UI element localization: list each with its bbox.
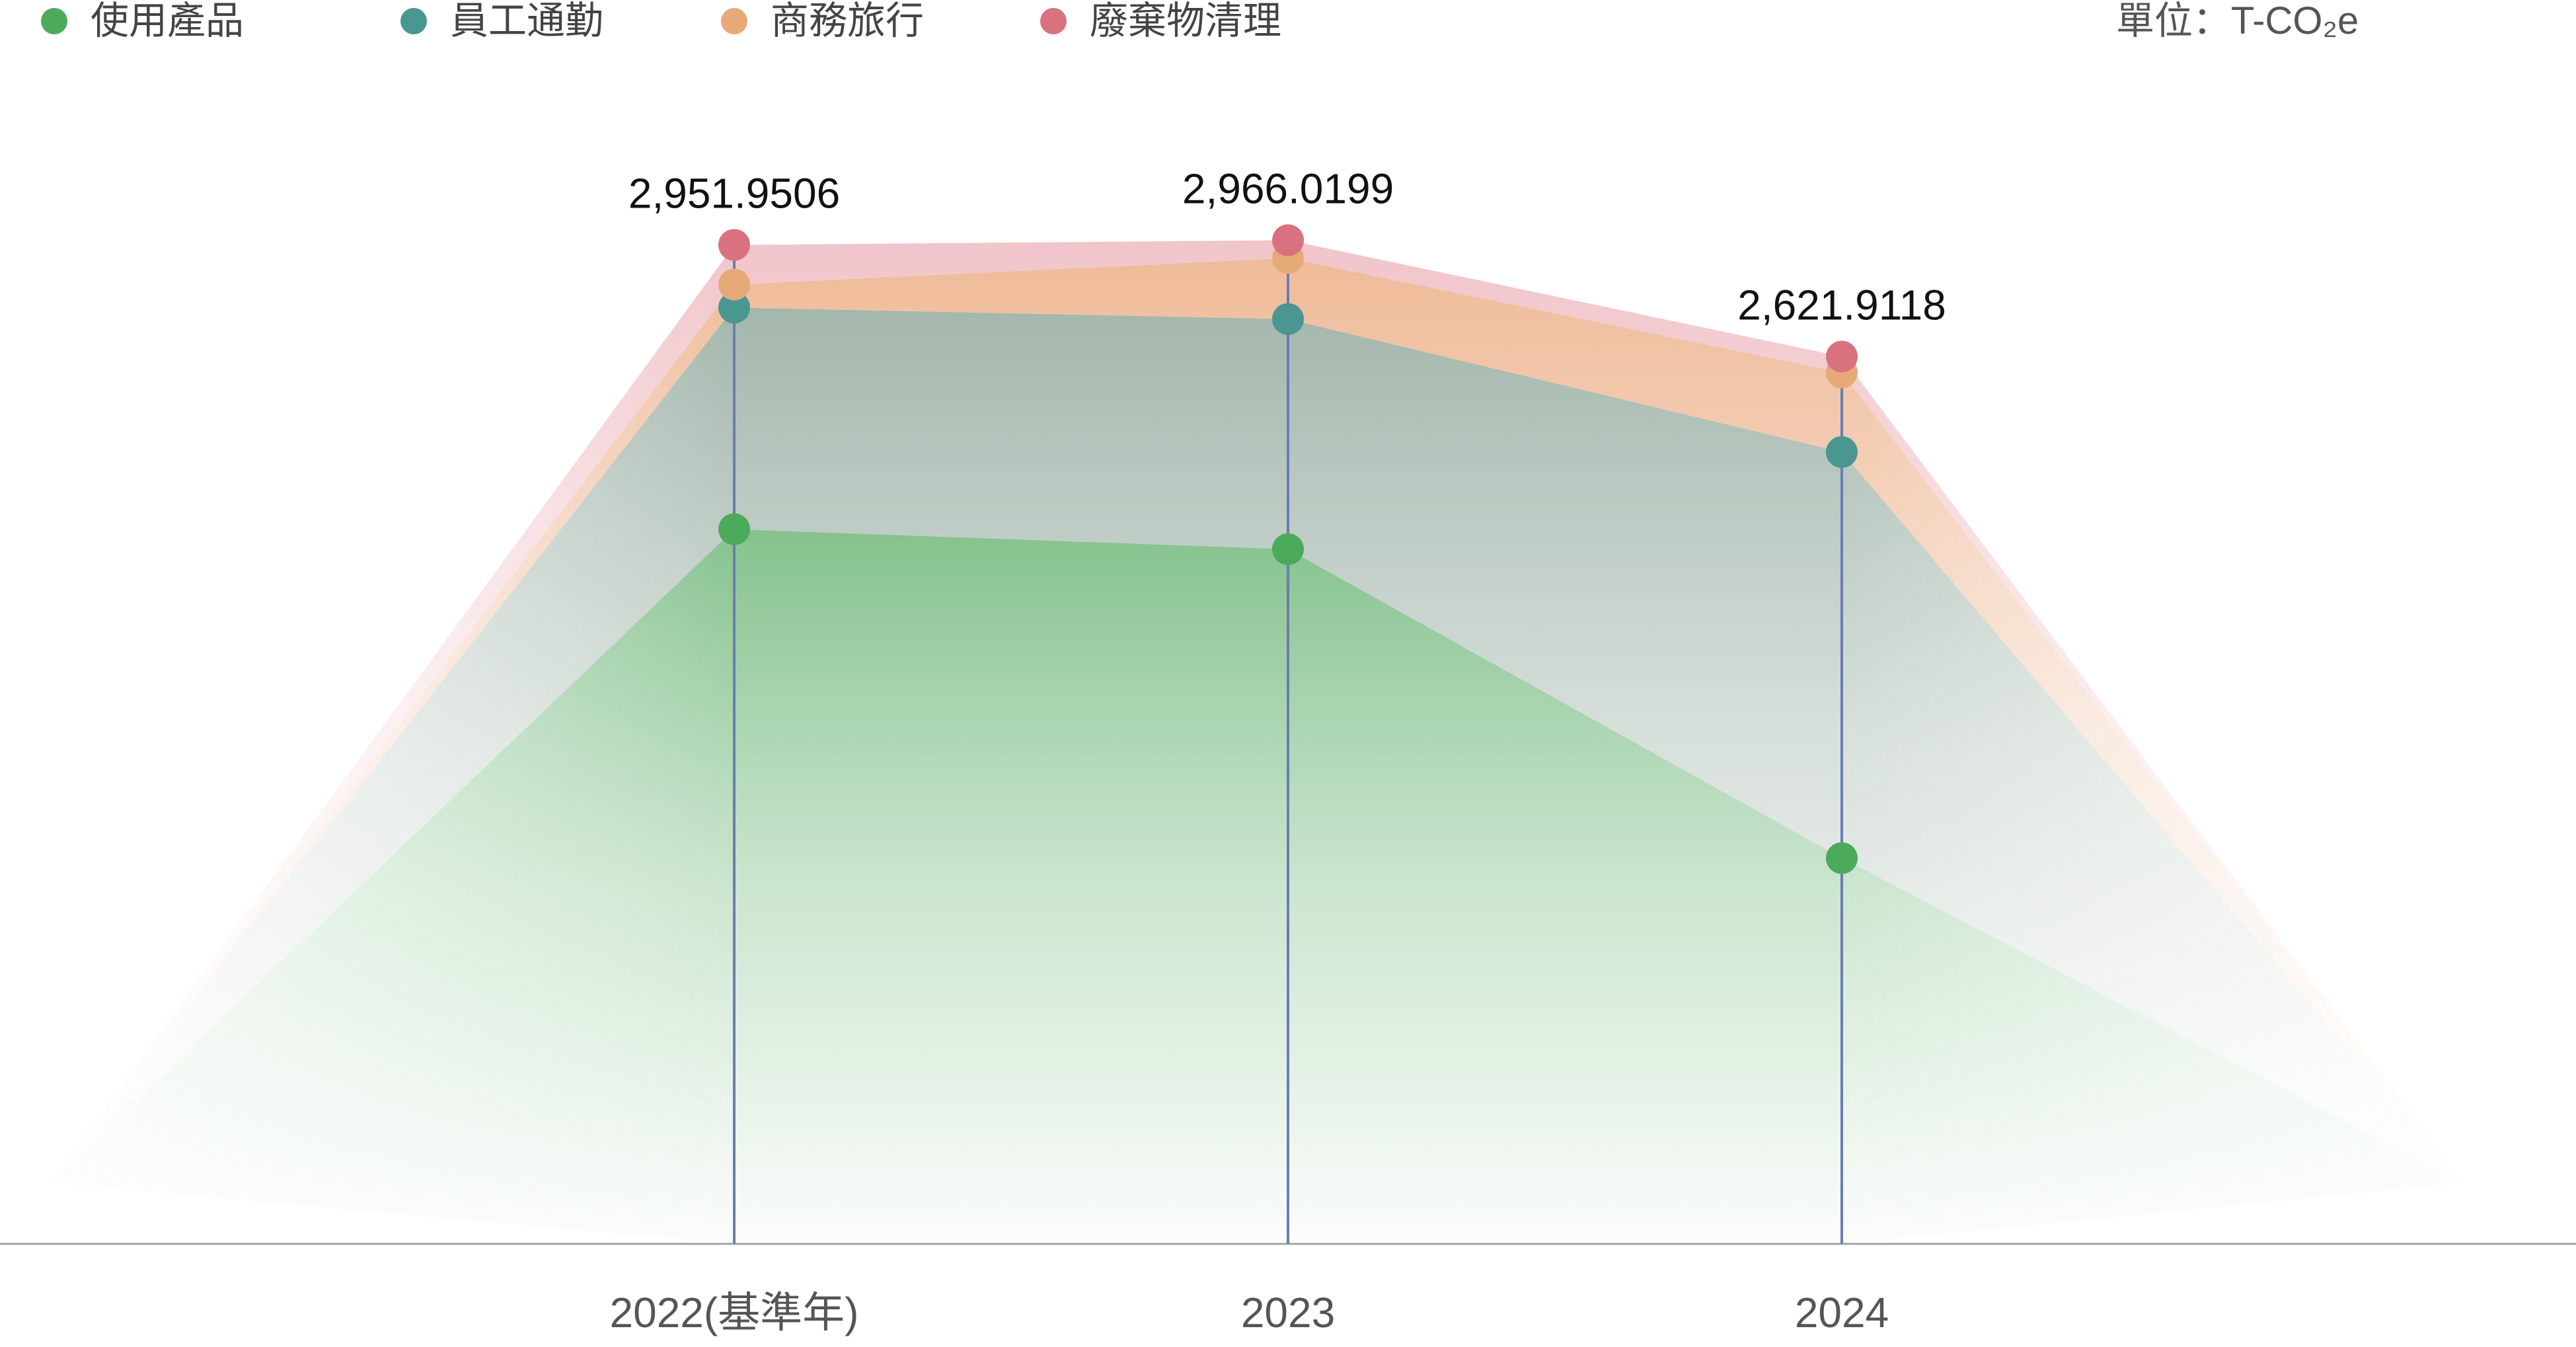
data-point-use-of-products-2024 bbox=[1826, 842, 1858, 874]
legend-item-use-of-products[interactable]: 使用產品 bbox=[41, 0, 244, 42]
data-point-waste-disposal-2023 bbox=[1272, 224, 1304, 256]
x-axis-tick-labels: 2022(基準年) 2023 2024 bbox=[610, 1289, 1889, 1336]
total-data-label-2024: 2,621.9118 bbox=[1737, 282, 1946, 329]
legend-label-use-of-products: 使用產品 bbox=[91, 0, 245, 42]
legend-label-business-travel: 商務旅行 bbox=[771, 0, 925, 42]
legend-item-business-travel[interactable]: 商務旅行 bbox=[721, 0, 924, 42]
data-point-waste-disposal-2022 bbox=[718, 229, 750, 261]
data-point-business-travel-2022 bbox=[718, 268, 750, 301]
area-band-employee-commuting bbox=[50, 307, 2464, 1183]
total-data-label-2022: 2,951.9506 bbox=[628, 170, 840, 217]
area-bands bbox=[50, 240, 2464, 1245]
legend-label-employee-commuting: 員工通勤 bbox=[450, 0, 604, 42]
drop-lines bbox=[733, 240, 1843, 1244]
data-point-employee-commuting-2024 bbox=[1826, 436, 1858, 468]
x-tick-label-2024: 2024 bbox=[1795, 1289, 1889, 1336]
area-band-use-of-products bbox=[50, 529, 2464, 1245]
total-data-label-2023: 2,966.0199 bbox=[1182, 165, 1394, 212]
x-tick-label-2023: 2023 bbox=[1241, 1289, 1335, 1336]
unit-label: 單位：T-CO₂e bbox=[2116, 0, 2359, 42]
legend-dot-employee-commuting bbox=[400, 8, 427, 34]
legend-dot-waste-disposal bbox=[1040, 8, 1067, 34]
data-point-waste-disposal-2024 bbox=[1826, 340, 1858, 373]
data-point-use-of-products-2022 bbox=[718, 513, 750, 545]
chart-legend: 使用產品 員工通勤 商務旅行 廢棄物清理 單位：T-CO₂e bbox=[0, 0, 2576, 42]
data-point-use-of-products-2023 bbox=[1272, 533, 1304, 565]
data-point-employee-commuting-2023 bbox=[1272, 303, 1304, 335]
data-point-employee-commuting-2022 bbox=[718, 291, 750, 324]
data-points bbox=[718, 224, 1858, 874]
legend-label-waste-disposal: 廢棄物清理 bbox=[1090, 0, 1282, 42]
total-data-labels: 2,951.9506 2,966.0199 2,621.9118 bbox=[628, 165, 1946, 328]
legend-item-employee-commuting[interactable]: 員工通勤 bbox=[400, 0, 603, 42]
x-tick-label-2022: 2022(基準年) bbox=[610, 1289, 859, 1336]
legend-item-waste-disposal[interactable]: 廢棄物清理 bbox=[1040, 0, 1281, 42]
legend-dot-use-of-products bbox=[41, 8, 67, 34]
legend-dot-business-travel bbox=[721, 8, 747, 34]
